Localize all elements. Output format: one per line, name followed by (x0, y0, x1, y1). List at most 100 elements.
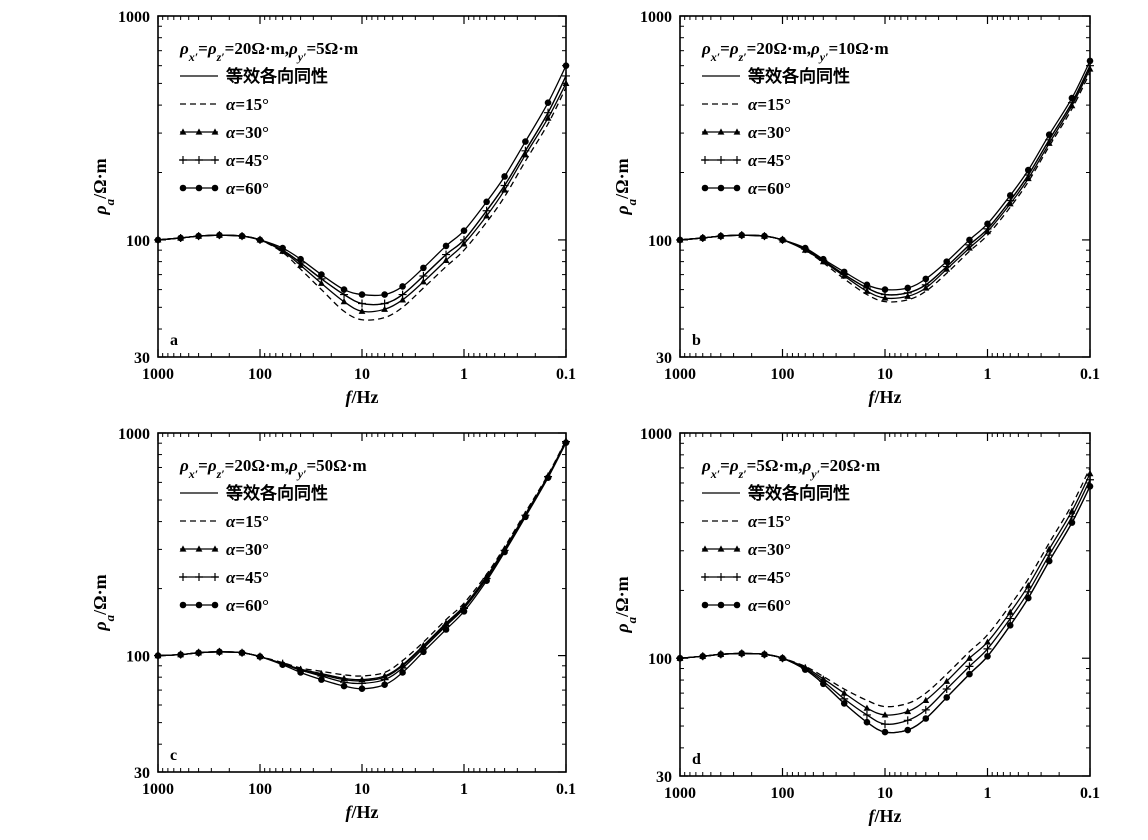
data-point-dot (881, 728, 889, 736)
legend-label: α=45° (226, 151, 269, 170)
data-point-dot (420, 264, 427, 272)
data-point-plus (398, 290, 407, 299)
data-point-dot (984, 652, 991, 660)
data-point-plus (380, 299, 389, 308)
data-point-plus (482, 206, 491, 215)
chart-panel-b: 1000 100 10 1 0.1 30 100 1000 f/Hz ρa/Ω·m b ρx′=ρz′… (612, 9, 1100, 407)
data-point-plus (460, 235, 468, 244)
legend-marker-triangle (195, 128, 203, 135)
legend-label: α=60° (226, 596, 269, 615)
legend-marker-plus (733, 573, 741, 581)
y-tick-label: 1000 (118, 9, 150, 26)
series-line-dot (157, 65, 567, 297)
data-point-dot (238, 232, 246, 240)
legend-marker-plus (211, 156, 219, 164)
data-point-triangle (442, 256, 450, 264)
data-point-dot (562, 439, 570, 446)
legend-marker-dot (701, 601, 709, 609)
data-point-dot (863, 281, 871, 289)
legend-marker-triangle (717, 545, 725, 552)
data-point-triangle (358, 307, 366, 314)
data-point-plus (500, 181, 509, 190)
series-line-none (157, 439, 567, 677)
data-point-plus (921, 705, 930, 714)
data-point-dot (501, 173, 508, 180)
data-point-dot (676, 236, 684, 244)
legend-label: α=15° (748, 95, 791, 114)
data-point-triangle (381, 672, 389, 679)
legend-marker-triangle (717, 128, 725, 135)
series-line-none (679, 485, 1091, 734)
data-point-triangle (1045, 545, 1053, 552)
data-point-dot (279, 661, 286, 669)
chart-title: ρx′=ρz′=20Ω·m,ρy′=5Ω·m (179, 39, 358, 64)
data-point-dot (1045, 131, 1053, 139)
legend-marker-plus (179, 156, 187, 164)
series-line-triangle (157, 83, 567, 313)
chart-panel-d: 1000 100 10 1 0.1 30 100 1000 f/Hz ρa/Ω·m d ρx′=ρz′… (612, 426, 1100, 826)
data-point-dot (279, 244, 286, 252)
legend-marker-triangle (733, 128, 741, 135)
data-point-dot (779, 236, 786, 244)
data-point-plus (358, 299, 366, 308)
data-point-dot (863, 718, 871, 726)
x-tick-label: 0.1 (1080, 785, 1100, 802)
data-point-dot (717, 651, 725, 658)
data-point-dot (340, 286, 348, 293)
chart-title: ρx′=ρz′=20Ω·m,ρy′=50Ω·m (179, 456, 367, 481)
y-axis-title: ρa/Ω·m (90, 574, 117, 631)
data-point-dot (442, 242, 450, 250)
legend-label: α=15° (226, 512, 269, 531)
legend-marker-dot (211, 184, 219, 192)
data-point-triangle (966, 654, 973, 661)
legend-marker-plus (717, 573, 725, 581)
data-point-dot (1068, 94, 1076, 102)
data-point-triangle (922, 696, 930, 703)
data-point-plus (544, 108, 553, 117)
data-point-plus (1045, 551, 1054, 560)
data-point-dot (1086, 482, 1094, 490)
legend-label: α=60° (226, 179, 269, 198)
data-point-dot (699, 652, 707, 660)
data-point-triangle (562, 79, 570, 87)
data-point-dot (819, 255, 827, 263)
data-point-dot (177, 651, 184, 658)
data-point-dot (420, 648, 427, 656)
y-tick-label: 30 (134, 765, 150, 782)
data-point-dot (297, 255, 304, 263)
data-point-dot (840, 700, 848, 707)
data-point-dot (318, 676, 325, 683)
legend-label: α=30° (226, 540, 269, 559)
data-point-dot (1045, 557, 1053, 565)
y-tick-label: 100 (648, 651, 672, 668)
data-point-dot (460, 608, 468, 615)
legend-marker-dot (195, 184, 203, 192)
data-point-dot (340, 682, 348, 690)
panel-letter: b (692, 332, 701, 349)
legend-marker-triangle (701, 128, 709, 135)
legend-marker-triangle (195, 545, 203, 552)
x-tick-label: 1 (460, 366, 468, 383)
legend-label: α=45° (748, 151, 791, 170)
data-point-dot (544, 474, 552, 481)
x-tick-label: 0.1 (1080, 366, 1100, 383)
x-axis-title: f/Hz (346, 802, 379, 822)
series-line-none (157, 87, 567, 321)
y-tick-label: 1000 (640, 9, 672, 26)
legend-label: α=30° (748, 540, 791, 559)
y-axis-title: ρa/Ω·m (90, 158, 117, 215)
legend-label: α=30° (748, 123, 791, 142)
series-line-none (679, 467, 1091, 708)
data-point-plus (1024, 587, 1033, 596)
data-point-dot (195, 649, 202, 657)
legend-marker-plus (179, 573, 187, 581)
legend-marker-dot (733, 601, 741, 609)
y-tick-label: 30 (656, 769, 672, 786)
x-tick-label: 1000 (664, 785, 696, 802)
x-axis-title: f/Hz (869, 806, 902, 826)
data-point-plus (442, 250, 451, 259)
data-point-dot (399, 669, 406, 676)
data-point-dot (881, 286, 889, 293)
x-tick-label: 1000 (664, 366, 696, 383)
y-axis-title: ρa/Ω·m (612, 576, 639, 633)
